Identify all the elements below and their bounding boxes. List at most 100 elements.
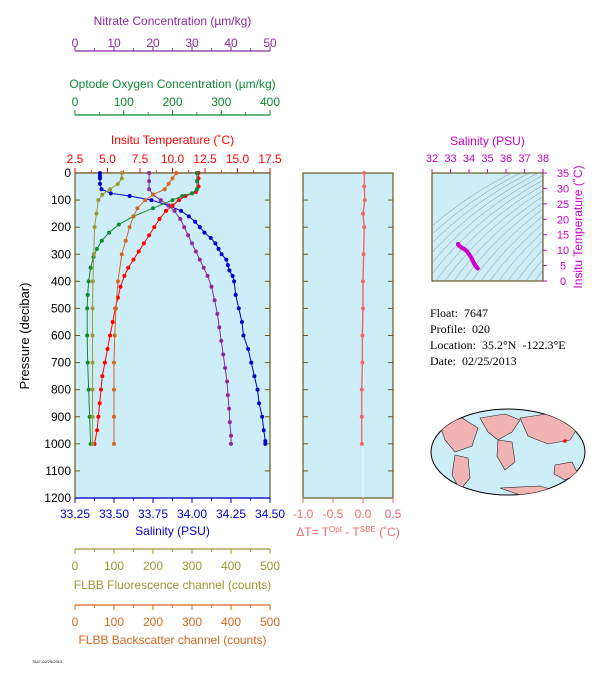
temperature-point (105, 347, 110, 352)
nitrate-point (215, 311, 220, 316)
nitrate-point (227, 420, 232, 425)
salinity-point (97, 176, 102, 181)
density-contour (507, 239, 543, 281)
backscatter-point (113, 306, 118, 311)
oxygen-point (94, 246, 99, 251)
temperature-point (131, 257, 136, 262)
density-contour (471, 208, 543, 281)
backscatter-point (112, 441, 116, 446)
y-tick-label: 1000 (44, 437, 71, 451)
nitrate-point (190, 241, 194, 246)
ts-x-axis-title: Salinity (PSU) (450, 134, 525, 148)
salinity-tick-label: 34.50 (255, 507, 285, 521)
temperature-axis-title: Insitu Temperature (˚C) (111, 133, 234, 147)
ts-x-tick-label: 35 (481, 153, 493, 165)
oxygen-tick-label: 0 (72, 95, 79, 109)
nitrate-point (182, 225, 187, 230)
salinity-point (255, 387, 260, 392)
fluorescence-tick-label: 500 (260, 559, 280, 573)
label-part: ΔT= T (296, 525, 329, 539)
nitrate-point (227, 406, 232, 411)
oxygen-point (99, 238, 104, 243)
ts-y-tick-label: 20 (557, 214, 569, 226)
y-tick-label: 100 (51, 193, 71, 207)
oxygen-point (87, 414, 92, 419)
backscatter-tick-label: 200 (143, 615, 163, 629)
oxygen-point (88, 265, 93, 270)
fluorescence-tick-label: 400 (221, 559, 241, 573)
nitrate-axis-title: Nitrate Concentration (µm/kg) (94, 14, 252, 28)
temperature-point (157, 217, 162, 222)
nitrate-point (223, 366, 228, 370)
oxygen-point (85, 333, 90, 338)
salinity-point (233, 292, 238, 297)
y-tick-label: 0 (64, 166, 71, 180)
nitrate-point (229, 433, 233, 438)
salinity-point (179, 208, 184, 213)
backscatter-point (119, 252, 124, 257)
salinity-axis-title: Salinity (PSU) (135, 524, 210, 538)
delta-t-point (362, 184, 367, 189)
salinity-point (216, 246, 221, 251)
temperature-point (99, 387, 103, 392)
oxygen-point (85, 292, 90, 297)
density-contour (432, 173, 512, 227)
temperature-tick-label: 12.5 (193, 152, 217, 166)
nitrate-point (219, 338, 224, 343)
ts-x-tick-label: 38 (537, 153, 549, 165)
nitrate-point (217, 325, 222, 330)
temperature-point (122, 273, 127, 278)
delta-t-point (361, 211, 365, 216)
density-contour (453, 196, 543, 281)
delta-t-x-tick-label: 0.0 (355, 507, 372, 521)
fluorescence-point (90, 414, 95, 419)
ts-y-axis-title: Insitu Temperature (˚C) (571, 165, 585, 288)
oxygen-tick-label: 100 (114, 95, 134, 109)
ts-point (456, 243, 461, 248)
oxygen-point (116, 222, 121, 227)
figure-stamp: 7647-02/25/2013 (32, 659, 63, 664)
temperature-point (136, 249, 141, 254)
density-contour (432, 179, 543, 275)
oxygen-axis-title: Optode Oxygen Concentration (µm/kg) (69, 77, 275, 91)
oxygen-point (180, 194, 185, 199)
fluorescence-point (90, 441, 95, 446)
salinity-point (241, 333, 246, 338)
nitrate-point (178, 217, 183, 222)
delta-t-point (361, 252, 366, 257)
label-part: - T (342, 525, 360, 539)
backscatter-point (112, 360, 116, 365)
y-tick-label: 600 (51, 329, 71, 343)
oxygen-point (194, 187, 199, 192)
nitrate-point (186, 233, 191, 238)
ts-x-tick-label: 34 (463, 153, 475, 165)
y-tick-label: 400 (51, 274, 71, 288)
backscatter-point (162, 187, 167, 192)
fluorescence-point (119, 171, 124, 175)
density-contour (480, 215, 543, 281)
salinity-point (208, 236, 213, 240)
density-contour (462, 202, 543, 281)
map-landmass (451, 454, 471, 491)
temperature-tick-label: 10.0 (161, 152, 185, 166)
delta-t-point (361, 279, 365, 284)
temperature-point (97, 401, 102, 406)
density-contours (432, 173, 543, 281)
nitrate-point (147, 187, 152, 192)
temperature-point (147, 233, 152, 238)
delta-t-point (360, 333, 365, 338)
backscatter-point (151, 192, 155, 197)
temperature-point (126, 265, 131, 270)
salinity-point (108, 191, 113, 196)
top-axes: 0 10 20 30 40 50 Nitrate Concentration (µm/kg)… (67, 14, 282, 174)
oxygen-tick-label: 400 (260, 95, 280, 109)
temperature-point (102, 360, 107, 365)
temperature-point (100, 374, 105, 379)
delta-t-x-tick-label: -0.5 (323, 507, 344, 521)
backscatter-point (112, 414, 116, 419)
salinity-point (232, 279, 237, 284)
salinity-point (239, 319, 244, 324)
nitrate-tick-label: 10 (107, 36, 121, 50)
nitrate-tick-label: 40 (224, 36, 238, 50)
salinity-point (263, 441, 268, 446)
